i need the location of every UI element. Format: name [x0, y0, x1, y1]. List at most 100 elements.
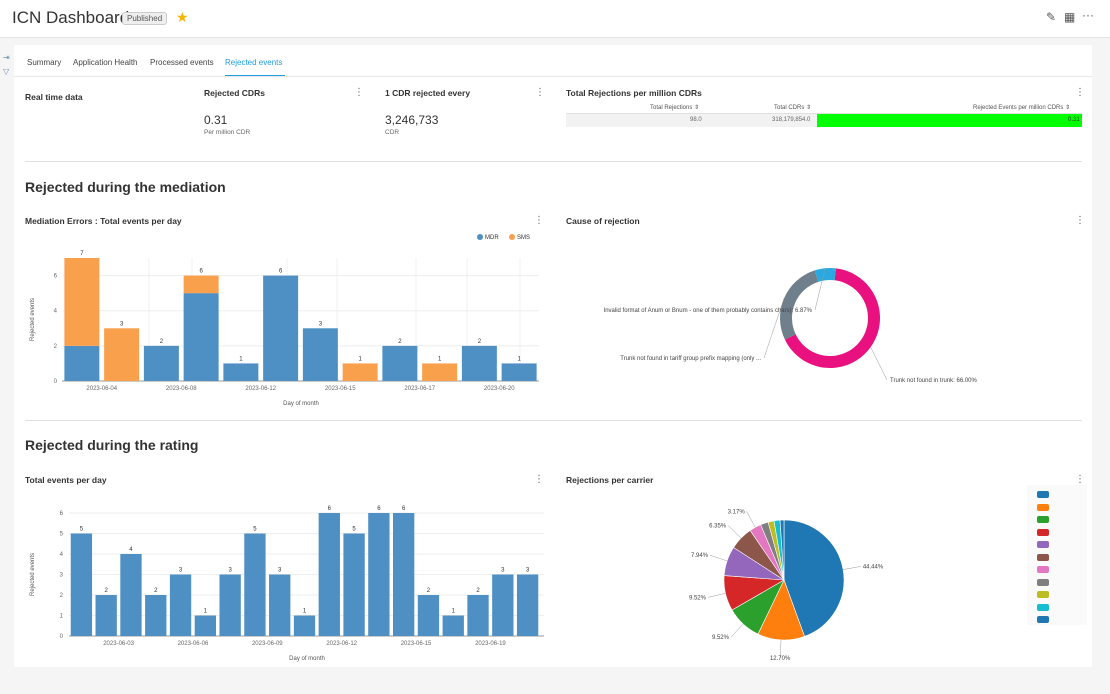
bar — [219, 574, 241, 636]
data-label: 2 — [105, 588, 109, 594]
bar-sms — [64, 258, 100, 346]
legend-swatch[interactable] — [1037, 603, 1049, 611]
rating-bar-chart: 0 1 2 3 4 5 6 Rejected events Day of month 5 2 4 2 3 1… — [30, 506, 544, 662]
x-tick-label: 2023-06-15 — [325, 386, 356, 392]
legend-swatch[interactable] — [1037, 566, 1049, 573]
leader-line — [746, 511, 756, 528]
legend-swatch[interactable] — [1037, 516, 1049, 523]
cell-total-cdrs: 318,179,854.0 — [772, 117, 811, 123]
slice-label: 9.52% — [689, 595, 707, 601]
bar — [516, 574, 539, 636]
pie-slice — [779, 519, 785, 581]
kebab-menu-icon[interactable]: ⋮ — [535, 87, 545, 98]
leader-line — [843, 566, 861, 570]
kebab-menu-icon[interactable]: ⋮ — [534, 215, 544, 226]
slice-label: Trunk not found in trunk: 66.00% — [890, 378, 977, 384]
x-tick-label: 2023-06-19 — [475, 641, 506, 647]
data-label: 6 — [279, 269, 283, 275]
data-label: 3 — [228, 568, 232, 574]
bar-mdr — [302, 328, 338, 381]
bar-mdr — [263, 275, 299, 381]
status-badge: Published — [122, 12, 168, 25]
y-tick-label: 1 — [60, 614, 64, 620]
legend-entry: SMS — [517, 235, 530, 241]
legend-swatch[interactable] — [1037, 591, 1049, 598]
filter-icon[interactable]: ▽ — [3, 67, 10, 76]
x-tick-label: 2023-06-20 — [484, 386, 515, 392]
x-tick-label: 2023-06-06 — [178, 641, 209, 647]
carrier-pie-chart: 44.44% 12.70% 9.52% 9.52% 7.94% 6.35% 3.17% — [689, 510, 884, 660]
legend-swatch[interactable] — [1037, 491, 1049, 498]
bar-sms — [422, 363, 458, 381]
rejected-cdrs-sub: Per million CDR — [204, 129, 251, 136]
bar-sms — [342, 363, 378, 381]
slice-label: Invalid format of Anum or Bnum - one of … — [604, 308, 813, 314]
leader-line — [730, 623, 744, 638]
legend-swatch[interactable] — [1037, 578, 1049, 586]
bar — [269, 574, 291, 636]
carrier-legend — [1027, 485, 1087, 625]
kebab-menu-icon[interactable]: ⋮ — [354, 87, 364, 98]
realtime-label: Real time data — [25, 92, 83, 102]
rejected-cdrs-title: Rejected CDRs — [204, 88, 265, 98]
legend-swatch[interactable] — [1037, 616, 1049, 623]
leader-line — [814, 268, 826, 311]
bar — [169, 574, 192, 636]
table-header-rejected-per-million[interactable]: Rejected Events per million CDRs ⇕ — [973, 105, 1071, 111]
y-axis-label: Rejected events — [30, 553, 36, 596]
legend-entry: MDR — [485, 235, 499, 241]
legend-swatch[interactable] — [1037, 553, 1049, 561]
tab-application-health[interactable]: Application Health — [73, 58, 138, 67]
legend-swatch[interactable] — [1037, 528, 1049, 536]
legend-swatch[interactable] — [1037, 503, 1049, 511]
bar — [368, 513, 390, 636]
bar-sms — [104, 328, 140, 381]
tab-summary[interactable]: Summary — [27, 58, 62, 67]
legend-swatch[interactable] — [1037, 541, 1049, 548]
tab-processed-events[interactable]: Processed events — [150, 58, 214, 67]
y-tick-label: 0 — [54, 379, 58, 385]
edit-icon[interactable]: ✎ — [1046, 10, 1057, 24]
bar-mdr — [382, 345, 418, 381]
table-header-total-cdrs[interactable]: Total CDRs ⇕ — [774, 105, 812, 111]
calendar-icon[interactable]: ▦ — [1064, 10, 1076, 24]
rating-section-title: Rejected during the rating — [25, 437, 199, 453]
data-label: 1 — [452, 609, 456, 615]
data-label: 2 — [478, 339, 482, 345]
bar-sms — [183, 275, 219, 294]
dashboard-panel: Summary Application Health Processed eve… — [14, 45, 1092, 667]
x-tick-label: 2023-06-17 — [404, 386, 435, 392]
favorite-star-icon[interactable]: ★ — [176, 9, 189, 25]
bar-mdr — [461, 345, 497, 381]
bar — [120, 554, 142, 636]
y-tick-label: 6 — [54, 274, 58, 280]
mediation-bar-chart: 0 2 4 6 Rejected events Day of month 7 3 2 6 1 6 3 1 2… — [30, 234, 539, 407]
leader-line — [763, 298, 785, 359]
kebab-menu-icon[interactable]: ⋮ — [1075, 474, 1085, 485]
slice-label: 12.70% — [770, 656, 791, 660]
data-label: 1 — [239, 356, 243, 362]
kebab-menu-icon[interactable]: ⋮ — [1075, 215, 1085, 226]
expand-icon[interactable]: ⇥ — [3, 53, 10, 62]
cause-chart-title: Cause of rejection — [566, 216, 640, 226]
data-label: 3 — [526, 568, 530, 574]
table-header-total-rejections[interactable]: Total Rejections ⇕ — [650, 105, 700, 111]
bar — [95, 595, 117, 636]
data-label: 1 — [204, 609, 208, 615]
data-label: 1 — [438, 356, 442, 362]
leader-line — [870, 347, 888, 381]
leader-line — [779, 639, 782, 658]
leader-line — [707, 593, 726, 598]
tab-rejected-events[interactable]: Rejected events — [225, 58, 283, 67]
y-tick-label: 6 — [60, 511, 64, 517]
data-label: 1 — [358, 356, 362, 362]
data-label: 2 — [476, 588, 480, 594]
x-tick-label: 2023-06-15 — [401, 641, 432, 647]
kebab-menu-icon[interactable]: ⋮ — [1075, 87, 1085, 98]
kebab-menu-icon[interactable]: ⋮ — [534, 474, 544, 485]
more-menu-icon[interactable]: ··· — [1082, 8, 1094, 22]
data-label: 4 — [129, 547, 133, 553]
slice-label: 9.52% — [712, 635, 730, 641]
data-label: 6 — [377, 506, 381, 512]
data-label: 5 — [352, 527, 356, 533]
